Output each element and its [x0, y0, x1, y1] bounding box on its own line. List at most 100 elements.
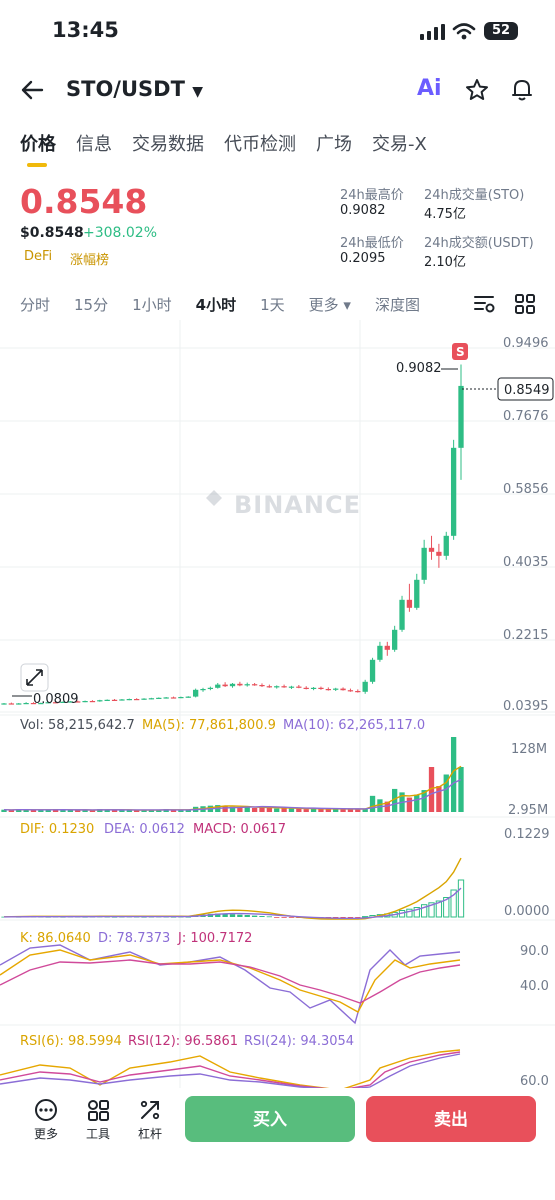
candle-body	[207, 687, 214, 690]
star-icon[interactable]	[465, 78, 489, 102]
candle-body	[1, 703, 7, 705]
high-label: 24h最高价	[340, 188, 404, 203]
layout-grid-icon[interactable]	[515, 294, 535, 314]
volume-bar	[251, 807, 258, 812]
candle-body	[251, 684, 258, 686]
volume-bar	[23, 809, 29, 812]
volume-bar	[8, 810, 15, 812]
volume-bar	[1, 809, 7, 812]
leverage-icon	[140, 1100, 160, 1120]
interval-4h[interactable]: 4小时	[195, 296, 237, 314]
rsi-y-tick: 60.0	[520, 1074, 549, 1088]
signal-badge[interactable]	[452, 343, 468, 360]
dif-line	[3, 857, 462, 920]
rsi24-line	[0, 1053, 461, 1088]
candle-body	[458, 385, 464, 448]
volume-bar	[443, 774, 449, 812]
interval-15m[interactable]: 15分	[74, 296, 109, 314]
tab-square[interactable]: 广场	[316, 134, 352, 155]
candle-body	[333, 688, 339, 690]
volume-bar	[104, 809, 110, 812]
leverage-button[interactable]: 杠杆	[132, 1098, 168, 1142]
vol-readout: Vol: 58,215,642.7	[20, 718, 135, 733]
y-tick-label: 0.0395	[503, 699, 549, 714]
macd-bar	[457, 879, 465, 918]
binance-watermark: BINANCE	[206, 490, 360, 519]
macd-bar	[443, 897, 450, 918]
volume-bar	[428, 767, 435, 812]
volume-bar	[369, 795, 376, 812]
vol-y-max: 128M	[511, 742, 547, 757]
indicator-settings-icon[interactable]	[474, 294, 496, 314]
candle-body	[244, 684, 250, 686]
macd-bar	[1, 916, 7, 918]
candle-body	[259, 685, 265, 687]
volume-bar	[16, 809, 22, 812]
candle-body	[45, 702, 51, 704]
signal-icon	[420, 24, 445, 40]
usd-price: $0.8548	[20, 225, 84, 241]
back-arrow-icon[interactable]	[20, 79, 44, 101]
change-percent: +308.02%	[83, 225, 158, 241]
volume-bar	[134, 810, 140, 812]
volume-bar	[75, 810, 81, 812]
candle-body	[266, 686, 273, 688]
volume-bar	[274, 808, 280, 812]
tag-gainers[interactable]: 涨幅榜	[70, 253, 110, 268]
volume-bar	[82, 809, 88, 812]
current-price-tag	[497, 377, 554, 401]
tab-token-check[interactable]: 代币检测	[224, 134, 296, 155]
candle-body	[119, 699, 125, 701]
volume-bar	[288, 808, 295, 812]
volume-bar	[141, 809, 147, 812]
ai-button[interactable]: Ai	[417, 76, 442, 101]
depth-chart-tab[interactable]: 深度图	[374, 296, 420, 314]
volume-bar	[148, 810, 155, 812]
tab-trade-x[interactable]: 交易-X	[372, 134, 427, 155]
buy-button[interactable]: 买入	[185, 1096, 355, 1142]
fullscreen-button[interactable]	[20, 663, 49, 692]
candle-body	[156, 697, 162, 700]
kline-chart[interactable]: BINANCE 0.9496 0.7676 0.5856 0.4035 0.22…	[0, 320, 555, 1088]
tools-button[interactable]: 工具	[80, 1098, 116, 1142]
kdj-y-max: 90.0	[520, 944, 549, 959]
main-tabs: 价格 信息 交易数据 代币检测 广场 交易-X	[20, 130, 447, 156]
candle-body	[148, 698, 155, 700]
interval-1d[interactable]: 1天	[260, 296, 285, 314]
rsi-6: RSI(6): 98.5994	[20, 1034, 122, 1049]
volume-bar	[325, 809, 331, 812]
tab-price[interactable]: 价格	[20, 134, 56, 155]
volume-usdt-label: 24h成交额(USDT)	[424, 236, 534, 251]
volume-bars	[1, 737, 464, 812]
volume-bar	[303, 809, 309, 812]
kdj-k-line	[0, 949, 461, 1013]
pair-title[interactable]: STO/USDT ▼	[66, 77, 203, 101]
more-button[interactable]: 更多	[28, 1098, 64, 1142]
candle-body	[134, 699, 140, 701]
sell-button[interactable]: 卖出	[366, 1096, 536, 1142]
bell-icon[interactable]	[510, 77, 534, 103]
more-dots-icon	[35, 1099, 57, 1121]
active-tab-indicator	[27, 163, 47, 167]
vol-ma10-line	[3, 778, 462, 811]
macd-dif: DIF: 0.1230	[20, 822, 94, 837]
low-label: 24h最低价	[340, 236, 404, 251]
candle-body	[421, 547, 427, 580]
macd-bar	[266, 916, 273, 918]
candle-body	[38, 703, 44, 705]
volume-usdt-value: 2.10亿	[424, 255, 466, 270]
y-tick-label: 0.2215	[503, 628, 549, 643]
tab-info[interactable]: 信息	[76, 134, 112, 155]
volume-bar	[67, 810, 73, 812]
macd-histogram	[1, 879, 465, 919]
tag-defi[interactable]: DeFi	[24, 249, 53, 264]
interval-1h[interactable]: 1小时	[132, 296, 172, 314]
interval-time[interactable]: 分时	[20, 296, 51, 314]
candle-body	[362, 681, 368, 692]
low-marker: 0.0809	[33, 692, 79, 707]
candle-body	[75, 701, 81, 703]
kdj-j: J: 100.7172	[177, 931, 252, 946]
interval-more[interactable]: 更多 ▾	[308, 296, 351, 314]
candle-body	[89, 701, 96, 703]
tab-trading-data[interactable]: 交易数据	[132, 134, 204, 155]
